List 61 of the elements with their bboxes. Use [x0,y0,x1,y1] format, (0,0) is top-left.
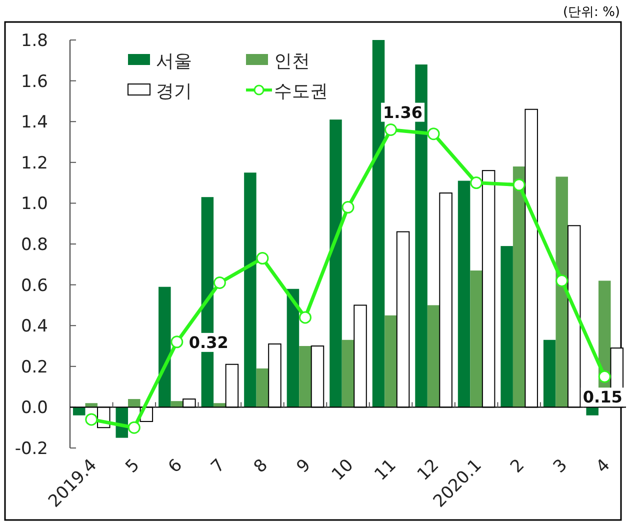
bar [158,286,171,408]
x-tick-label: 7 [207,455,230,478]
y-tick-label: 0.2 [20,357,48,378]
data-label: 1.36 [383,102,423,122]
bar [286,288,300,408]
bar [72,407,86,416]
legend-label: 경기 [156,81,192,102]
y-tick-label: -0.2 [14,439,48,459]
x-tick-label: 8 [250,455,272,478]
x-tick-label: 9 [292,455,315,478]
bar [384,315,397,408]
point [512,178,526,192]
bar [556,176,568,408]
bar [427,305,440,408]
legend-label: 인천 [274,51,310,72]
x-tick-label: 5 [122,455,144,478]
point [427,128,440,140]
bar [470,270,482,408]
y-tick-label: 1.6 [20,72,48,92]
x-tick-label: 2 [506,455,529,478]
x-tick-label: 11 [370,455,400,485]
x-tick-label: 3 [550,455,572,478]
bar [372,40,385,408]
legend-label: 서울 [156,51,192,72]
y-tick-label: 0.8 [20,235,48,255]
point [470,176,483,190]
y-tick-label: 0.6 [20,276,48,296]
y-tick-label: 0.0 [20,398,48,418]
bar [500,246,513,408]
y-tick-label: 1.8 [20,31,48,51]
bar [128,399,140,408]
bar [342,340,354,408]
point [342,201,354,214]
y-tick-label: 1.4 [20,112,48,133]
bar [244,172,256,408]
point [128,421,140,434]
x-tick-label: 6 [164,455,186,478]
bar [299,346,312,408]
bar [512,166,526,408]
data-label: 0.15 [582,388,622,407]
y-tick-label: 1.2 [20,153,48,174]
bar [256,368,269,408]
x-tick-label: 4 [592,455,614,478]
point [598,370,611,383]
bar [586,407,598,416]
text: (단위: %) [562,5,620,20]
bar [330,120,342,408]
point [170,336,184,348]
point [256,252,269,265]
y-tick-label: 0.4 [20,316,48,337]
bar [458,180,470,408]
point [556,274,568,287]
point [85,413,98,426]
point [213,276,226,290]
x-tick-label: 10 [328,455,358,485]
legend-label: 수도권 [274,81,328,102]
bar [543,340,556,408]
data-label: 0.32 [188,332,228,352]
y-tick-label: 1.0 [20,194,48,214]
point [298,311,312,324]
point [384,124,398,136]
